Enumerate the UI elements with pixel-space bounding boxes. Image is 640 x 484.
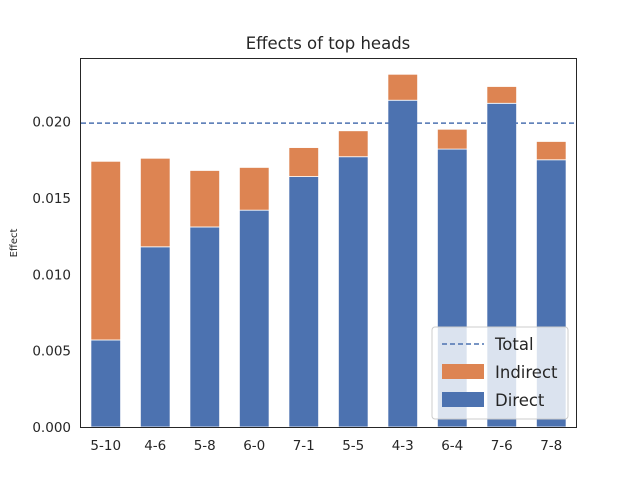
- legend: Total Indirect Direct: [431, 326, 569, 420]
- y-tick-labels: 0.000 0.005 0.010 0.015 0.020: [32, 115, 71, 436]
- bar-direct-6-0: [238, 209, 270, 428]
- legend-direct-swatch: [442, 392, 484, 407]
- bar-direct-4-3: [387, 99, 418, 428]
- legend-direct-label: Direct: [495, 391, 545, 410]
- bar-direct-5-5: [337, 156, 369, 428]
- y-tick-label: 0.005: [32, 344, 71, 360]
- bar-indirect-6-4: [436, 128, 468, 150]
- x-tick-label: 6-4: [441, 438, 463, 454]
- plot-frame: [80, 58, 577, 428]
- bar-indirect-5-5: [337, 130, 369, 158]
- legend-total-label: Total: [494, 335, 534, 354]
- y-tick-label: 0.015: [32, 191, 71, 207]
- x-tick-label: 5-10: [90, 438, 121, 454]
- x-tick-label: 7-1: [293, 438, 315, 454]
- bar-indirect-7-6: [486, 86, 517, 104]
- y-axis-label: Effect: [9, 229, 20, 258]
- bar-indirect-4-3: [387, 73, 418, 101]
- bar-indirect-5-10: [90, 160, 122, 341]
- bar-direct-7-1: [288, 176, 319, 428]
- legend-indirect-label: Indirect: [495, 363, 558, 382]
- bars: [90, 73, 567, 428]
- x-tick-labels: 5-10 4-6 5-8 6-0 7-1 5-5 4-3 6-4 7-6 7-8: [90, 438, 562, 454]
- bar-indirect-7-8: [536, 141, 567, 161]
- x-tick-label: 5-8: [194, 438, 216, 454]
- x-tick-label: 5-5: [342, 438, 364, 454]
- x-tick-label: 7-6: [491, 438, 513, 454]
- bar-indirect-4-6: [139, 157, 171, 248]
- y-tick-label: 0.020: [32, 115, 71, 131]
- bar-indirect-5-8: [189, 170, 220, 228]
- bar-indirect-7-1: [288, 147, 319, 177]
- bar-direct-4-6: [139, 246, 171, 428]
- bar-direct-5-8: [189, 226, 220, 428]
- x-tick-label: 4-6: [144, 438, 166, 454]
- x-tick-label: 7-8: [540, 438, 562, 454]
- x-tick-label: 6-0: [243, 438, 265, 454]
- x-tick-label: 4-3: [392, 438, 414, 454]
- y-tick-label: 0.010: [32, 267, 71, 283]
- bar-direct-5-10: [90, 339, 122, 428]
- y-tick-label: 0.000: [32, 420, 71, 436]
- legend-indirect-swatch: [442, 364, 484, 379]
- bar-indirect-6-0: [238, 167, 270, 211]
- chart-title: Effects of top heads: [246, 34, 411, 53]
